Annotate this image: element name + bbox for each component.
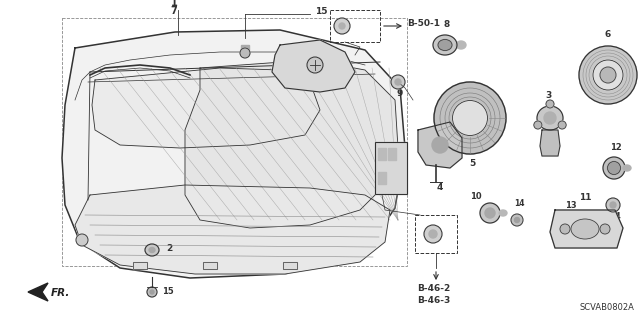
Polygon shape xyxy=(62,30,405,278)
Ellipse shape xyxy=(606,198,620,212)
Ellipse shape xyxy=(149,248,155,253)
Text: 1: 1 xyxy=(171,0,177,8)
Ellipse shape xyxy=(499,210,507,216)
Circle shape xyxy=(558,121,566,129)
Ellipse shape xyxy=(600,67,616,83)
Ellipse shape xyxy=(434,82,506,154)
Bar xyxy=(415,215,457,253)
Ellipse shape xyxy=(593,60,623,90)
Bar xyxy=(133,262,147,269)
Circle shape xyxy=(546,100,554,108)
Text: 14: 14 xyxy=(609,212,621,221)
Text: 2: 2 xyxy=(166,244,172,253)
Text: 5: 5 xyxy=(469,159,475,168)
Text: SCVAB0802A: SCVAB0802A xyxy=(580,303,634,312)
Ellipse shape xyxy=(537,106,563,130)
Circle shape xyxy=(432,137,448,153)
Polygon shape xyxy=(540,130,560,156)
Text: B-50-1: B-50-1 xyxy=(407,19,440,28)
Ellipse shape xyxy=(515,218,520,222)
Text: 9: 9 xyxy=(397,89,403,98)
Ellipse shape xyxy=(607,161,621,174)
Text: B-46-3: B-46-3 xyxy=(417,296,451,305)
Circle shape xyxy=(395,79,401,85)
Bar xyxy=(375,142,407,194)
Ellipse shape xyxy=(571,219,599,239)
Bar xyxy=(203,262,217,269)
Text: 12: 12 xyxy=(610,143,622,152)
Circle shape xyxy=(339,23,345,29)
Circle shape xyxy=(424,225,442,243)
Polygon shape xyxy=(418,122,462,168)
Text: 14: 14 xyxy=(514,199,524,208)
Bar xyxy=(203,262,217,269)
Circle shape xyxy=(544,112,556,124)
Ellipse shape xyxy=(610,202,616,208)
Text: 4: 4 xyxy=(437,183,443,192)
Polygon shape xyxy=(75,185,390,274)
Circle shape xyxy=(560,224,570,234)
Bar xyxy=(388,148,396,160)
Circle shape xyxy=(334,18,350,34)
Text: 7: 7 xyxy=(171,6,177,16)
Text: FR.: FR. xyxy=(51,288,70,298)
Polygon shape xyxy=(550,210,623,248)
Ellipse shape xyxy=(603,157,625,179)
Ellipse shape xyxy=(438,40,452,50)
Text: 15: 15 xyxy=(162,287,173,296)
Bar xyxy=(241,45,249,50)
Ellipse shape xyxy=(147,287,157,297)
Bar xyxy=(378,172,386,184)
Text: 15: 15 xyxy=(315,6,328,16)
Text: 8: 8 xyxy=(444,20,450,29)
Text: 3: 3 xyxy=(545,91,551,100)
Circle shape xyxy=(391,75,405,89)
Ellipse shape xyxy=(145,244,159,256)
Ellipse shape xyxy=(433,35,457,55)
Bar xyxy=(378,148,386,160)
Bar xyxy=(375,142,407,194)
Circle shape xyxy=(480,203,500,223)
Circle shape xyxy=(240,48,250,58)
Text: 13: 13 xyxy=(565,201,577,210)
Polygon shape xyxy=(185,60,398,228)
Text: 11: 11 xyxy=(579,193,591,202)
Text: 6: 6 xyxy=(605,30,611,39)
Polygon shape xyxy=(272,40,355,92)
Ellipse shape xyxy=(452,100,488,136)
Text: 10: 10 xyxy=(470,192,482,201)
Circle shape xyxy=(600,224,610,234)
Circle shape xyxy=(429,230,437,238)
Bar xyxy=(133,262,147,269)
Text: B-46-2: B-46-2 xyxy=(417,284,451,293)
Ellipse shape xyxy=(456,41,466,49)
Ellipse shape xyxy=(579,46,637,104)
Circle shape xyxy=(534,121,542,129)
Bar xyxy=(283,262,297,269)
Ellipse shape xyxy=(511,214,523,226)
Ellipse shape xyxy=(150,290,154,294)
Circle shape xyxy=(76,234,88,246)
Circle shape xyxy=(485,208,495,218)
Ellipse shape xyxy=(623,165,631,171)
Bar xyxy=(62,18,407,266)
Bar xyxy=(330,10,380,42)
Polygon shape xyxy=(28,283,48,301)
Circle shape xyxy=(307,57,323,73)
Bar xyxy=(283,262,297,269)
Polygon shape xyxy=(92,68,320,148)
